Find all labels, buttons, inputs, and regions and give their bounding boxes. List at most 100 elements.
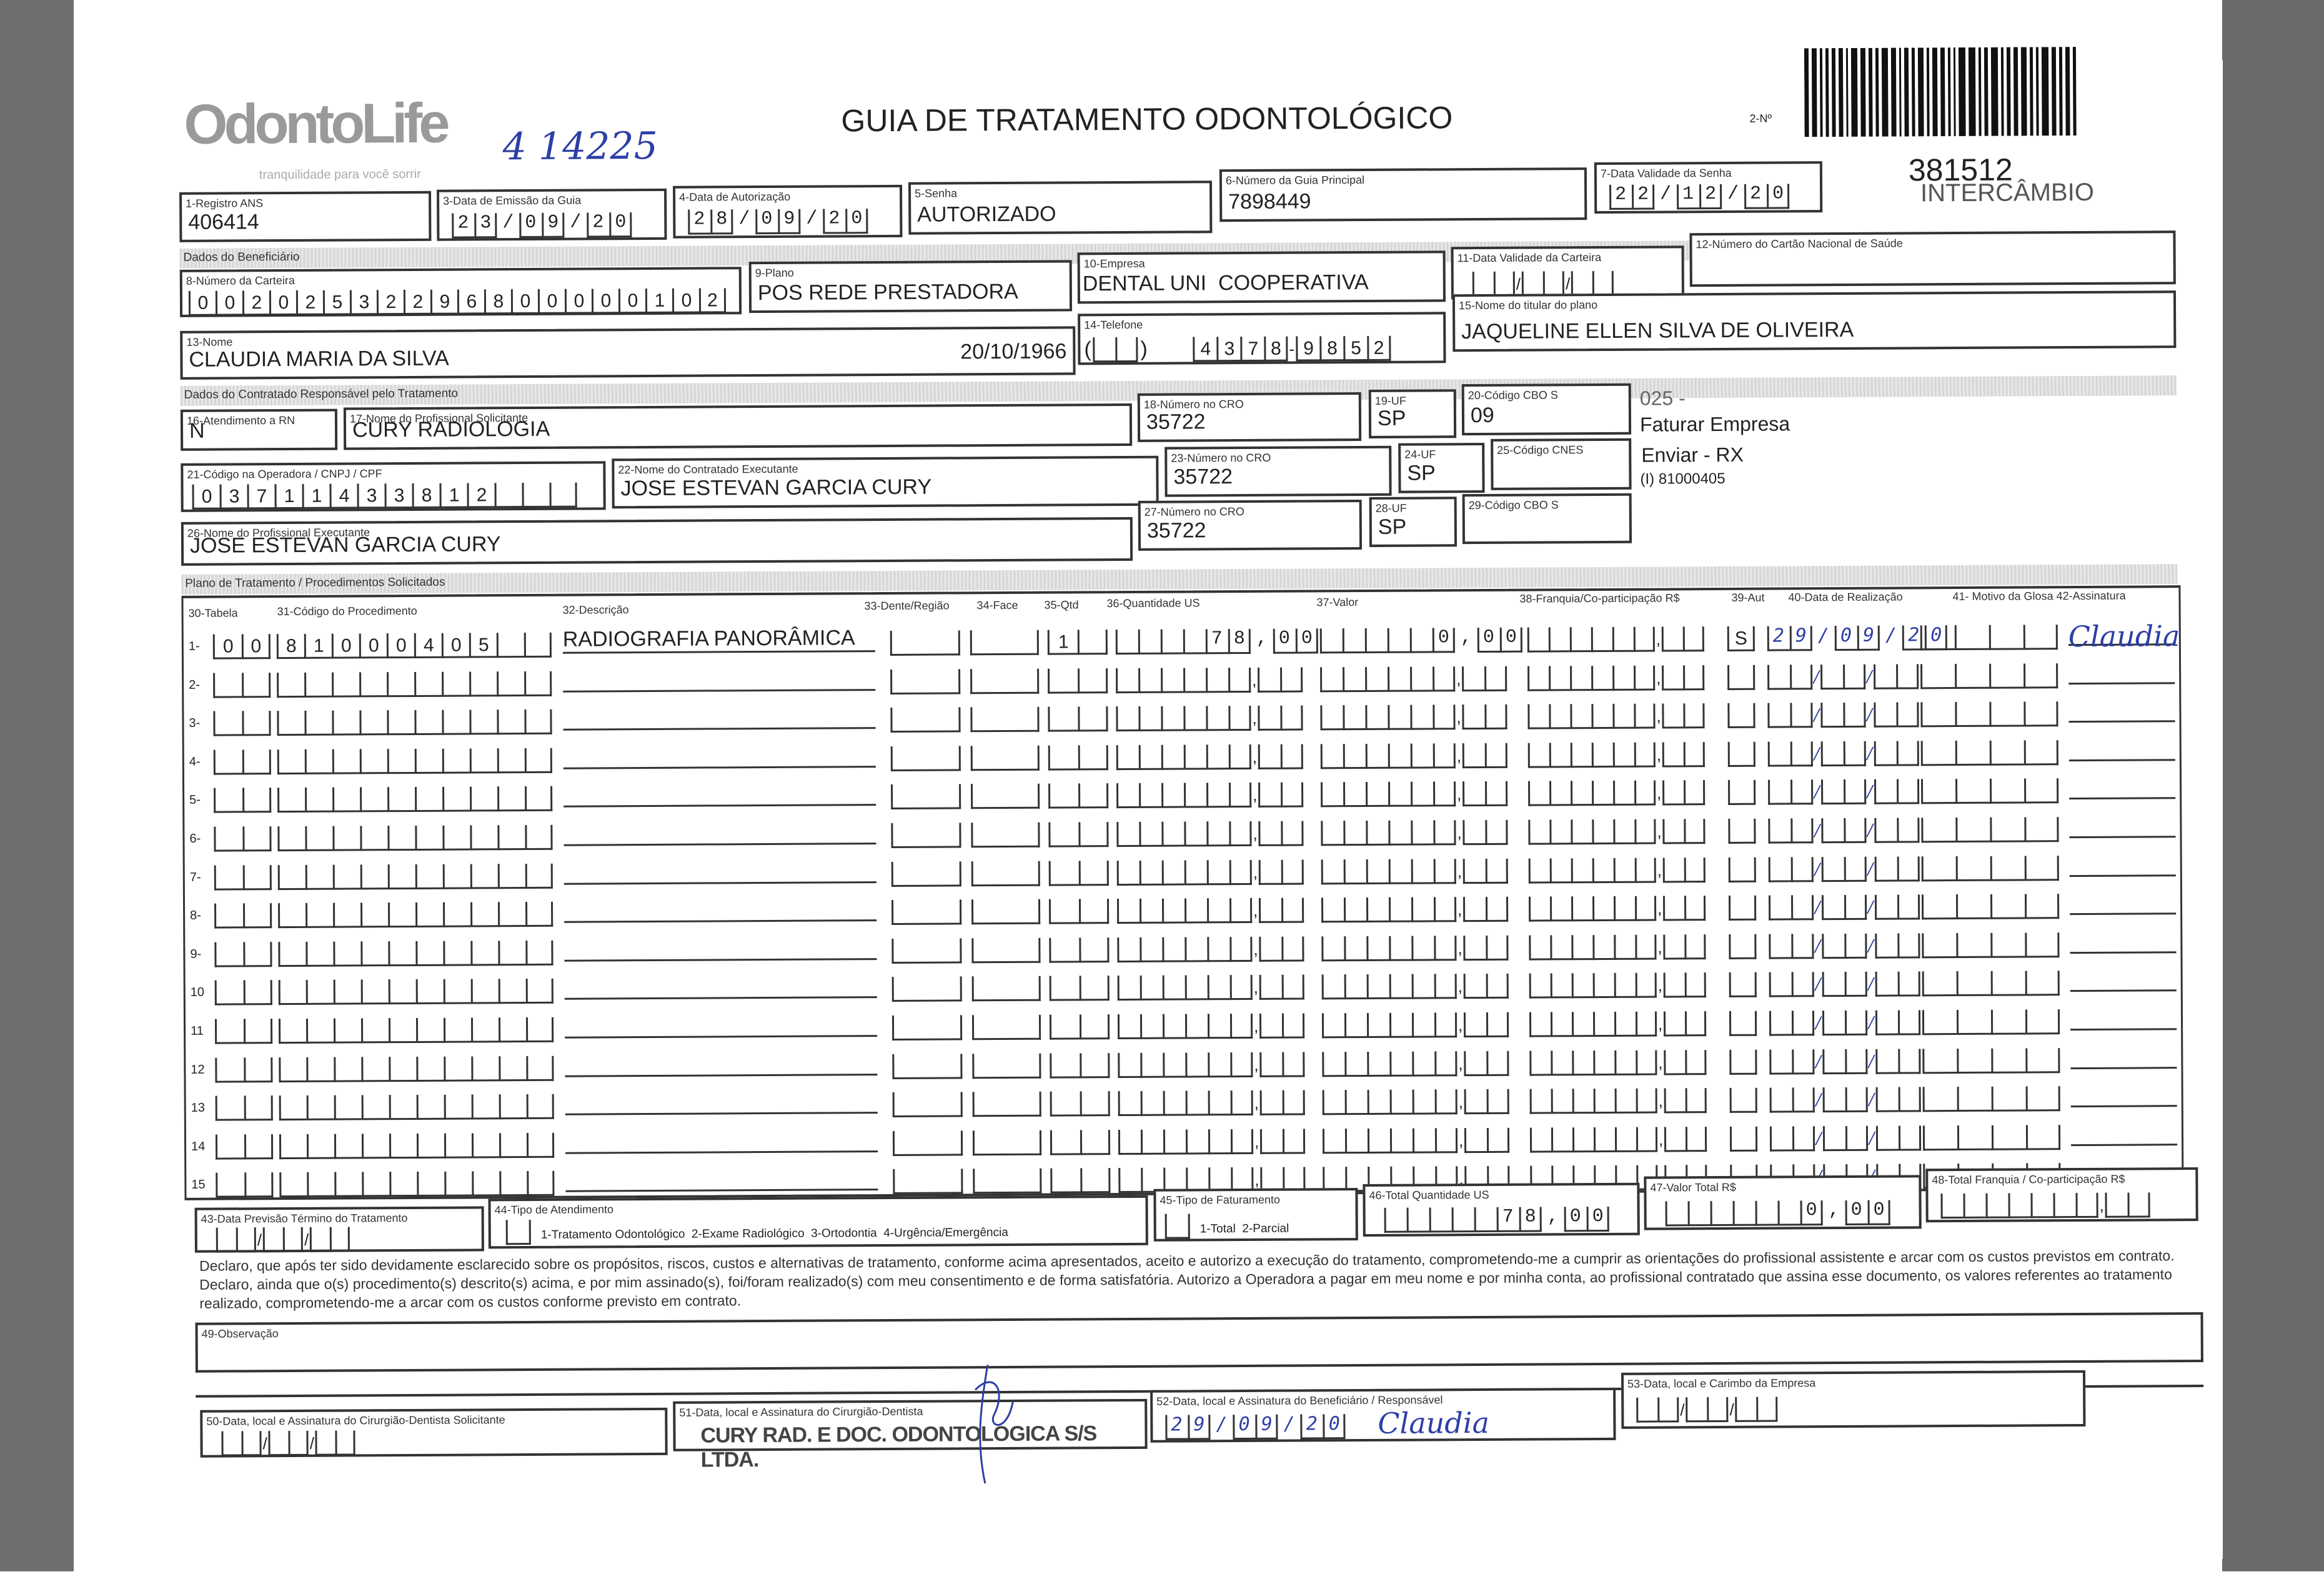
procedure-aut-field[interactable] bbox=[1729, 854, 1756, 882]
procedure-qtd-field[interactable] bbox=[1048, 743, 1108, 771]
procedure-glosa-field[interactable] bbox=[1920, 699, 2058, 727]
procedure-face-field[interactable] bbox=[971, 858, 1040, 886]
procedure-dente-field[interactable] bbox=[892, 974, 962, 1002]
procedure-qtd-field[interactable] bbox=[1050, 1089, 1110, 1117]
tick-box-field[interactable] bbox=[1093, 335, 1138, 362]
procedure-tabela-field[interactable] bbox=[215, 1016, 272, 1044]
procedure-tabela-field[interactable] bbox=[214, 863, 272, 890]
procedure-codigo-field[interactable] bbox=[277, 746, 552, 774]
procedure-quant-us-field[interactable]: , bbox=[1118, 972, 1304, 1001]
field-cbo-29[interactable]: 29-Código CBO S bbox=[1462, 493, 1632, 544]
procedure-valor-field[interactable]: , bbox=[1322, 1048, 1509, 1077]
procedure-data-field[interactable]: // bbox=[1769, 892, 1920, 921]
procedure-aut-field[interactable] bbox=[1728, 778, 1755, 805]
procedure-data-field[interactable]: // bbox=[1768, 777, 1919, 805]
procedure-glosa-field[interactable] bbox=[1922, 853, 2059, 881]
procedure-dente-field[interactable] bbox=[891, 897, 961, 926]
field-validade-carteira[interactable]: 11-Data Validade da Carteira// bbox=[1451, 245, 1684, 299]
procedure-franquia-field[interactable]: , bbox=[1529, 1009, 1706, 1037]
tick-box-field[interactable]: // bbox=[1636, 1395, 1778, 1423]
procedure-aut-field[interactable] bbox=[1727, 701, 1755, 728]
procedure-quant-us-field[interactable]: , bbox=[1118, 1088, 1305, 1117]
procedure-face-field[interactable] bbox=[971, 743, 1040, 771]
tick-box-field[interactable]: 28/09/20 bbox=[688, 206, 868, 235]
procedure-data-field[interactable]: // bbox=[1768, 738, 1919, 766]
procedure-dente-field[interactable] bbox=[891, 743, 961, 771]
procedure-franquia-field[interactable]: , bbox=[1530, 1085, 1707, 1114]
procedure-assinatura-field[interactable] bbox=[2071, 1119, 2177, 1146]
procedure-franquia-field[interactable]: , bbox=[1530, 1124, 1707, 1152]
tick-box-field[interactable]: // bbox=[216, 1225, 350, 1253]
procedure-tabela-field[interactable] bbox=[213, 670, 271, 698]
procedure-glosa-field[interactable] bbox=[1920, 622, 2058, 650]
procedure-aut-field[interactable] bbox=[1729, 932, 1756, 959]
procedure-tabela-field[interactable] bbox=[216, 1132, 273, 1159]
procedure-glosa-field[interactable] bbox=[1921, 738, 2058, 766]
procedure-aut-field[interactable] bbox=[1729, 1047, 1757, 1074]
procedure-quant-us-field[interactable]: , bbox=[1118, 1049, 1304, 1078]
procedure-franquia-field[interactable]: , bbox=[1529, 1047, 1706, 1075]
procedure-valor-field[interactable]: , bbox=[1322, 971, 1509, 1000]
procedure-data-field[interactable]: // bbox=[1770, 1085, 1921, 1113]
procedure-tabela-field[interactable] bbox=[215, 1055, 272, 1082]
field-valor-total[interactable]: 47-Valor Total R$0,00 bbox=[1644, 1175, 1921, 1230]
procedure-valor-field[interactable]: , bbox=[1322, 1010, 1509, 1039]
procedure-glosa-field[interactable] bbox=[1923, 1122, 2060, 1150]
procedure-assinatura-field[interactable] bbox=[2070, 927, 2176, 954]
procedure-codigo-field[interactable] bbox=[279, 1169, 554, 1197]
procedure-face-field[interactable] bbox=[971, 781, 1040, 809]
procedure-dente-field[interactable] bbox=[893, 1167, 963, 1195]
procedure-qtd-field[interactable] bbox=[1050, 1127, 1110, 1155]
procedure-descricao-field[interactable] bbox=[564, 741, 876, 769]
tick-box-field[interactable]: // bbox=[1472, 269, 1614, 297]
procedure-glosa-field[interactable] bbox=[1921, 814, 2058, 843]
procedure-glosa-field[interactable] bbox=[1922, 969, 2060, 997]
procedure-valor-field[interactable]: 0,00 bbox=[1320, 625, 1522, 654]
procedure-data-field[interactable]: // bbox=[1769, 854, 1920, 882]
procedure-aut-field[interactable] bbox=[1729, 1009, 1757, 1036]
procedure-data-field[interactable]: // bbox=[1769, 1046, 1920, 1074]
procedure-quant-us-field[interactable]: , bbox=[1116, 819, 1303, 848]
procedure-descricao-field[interactable] bbox=[563, 703, 875, 731]
procedure-glosa-field[interactable] bbox=[1923, 1084, 2060, 1112]
procedure-qtd-field[interactable] bbox=[1048, 819, 1108, 848]
procedure-codigo-field[interactable] bbox=[278, 861, 553, 889]
procedure-quant-us-field[interactable]: , bbox=[1116, 703, 1303, 732]
tick-box-field[interactable]: 29/09/20 bbox=[1165, 1411, 1345, 1440]
procedure-codigo-field[interactable] bbox=[277, 668, 552, 697]
procedure-data-field[interactable]: // bbox=[1769, 931, 1920, 959]
procedure-descricao-field[interactable] bbox=[564, 779, 876, 808]
procedure-valor-field[interactable]: , bbox=[1321, 779, 1507, 808]
procedure-franquia-field[interactable]: , bbox=[1528, 739, 1705, 768]
procedure-quant-us-field[interactable]: , bbox=[1118, 1126, 1305, 1155]
procedure-franquia-field[interactable]: , bbox=[1527, 624, 1704, 652]
procedure-codigo-field[interactable] bbox=[279, 1053, 554, 1082]
procedure-tabela-field[interactable] bbox=[214, 939, 272, 967]
procedure-data-field[interactable]: // bbox=[1769, 969, 1920, 997]
procedure-valor-field[interactable]: , bbox=[1321, 894, 1508, 923]
procedure-aut-field[interactable] bbox=[1728, 816, 1755, 844]
procedure-assinatura-field[interactable] bbox=[2068, 696, 2175, 723]
procedure-assinatura-field[interactable] bbox=[2070, 850, 2176, 877]
procedure-franquia-field[interactable]: , bbox=[1529, 893, 1706, 921]
tick-box-field[interactable]: , bbox=[1940, 1190, 2150, 1219]
procedure-codigo-field[interactable] bbox=[279, 1130, 554, 1159]
procedure-tabela-field[interactable] bbox=[213, 708, 271, 736]
procedure-aut-field[interactable] bbox=[1729, 893, 1756, 921]
tick-box-field[interactable] bbox=[506, 1217, 531, 1245]
procedure-assinatura-field[interactable] bbox=[2070, 888, 2176, 915]
procedure-franquia-field[interactable]: , bbox=[1529, 855, 1706, 883]
procedure-face-field[interactable] bbox=[970, 704, 1039, 733]
tick-box-field[interactable]: 78,00 bbox=[1384, 1204, 1609, 1233]
procedure-tabela-field[interactable] bbox=[214, 747, 271, 774]
